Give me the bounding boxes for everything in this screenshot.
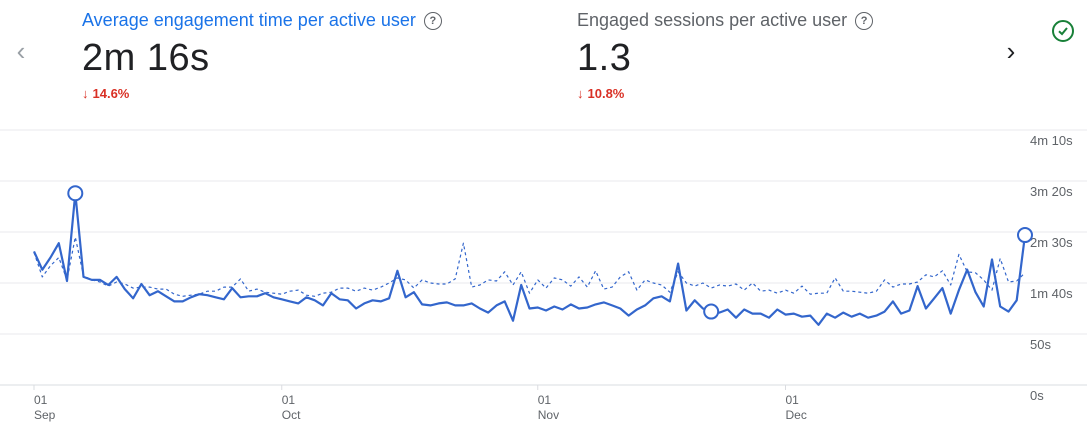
metric-title: Average engagement time per active user … bbox=[82, 10, 442, 31]
metric-change: ↓ 10.8% bbox=[577, 86, 873, 101]
anomaly-marker bbox=[703, 303, 720, 320]
x-tick-day: 01 bbox=[34, 393, 48, 407]
anomaly-marker bbox=[1017, 227, 1033, 244]
metric-change-value: 14.6% bbox=[92, 86, 130, 101]
metric-title-text: Average engagement time per active user bbox=[82, 10, 416, 30]
x-tick-month: Sep bbox=[34, 408, 56, 422]
arrow-down-icon: ↓ bbox=[577, 86, 584, 101]
y-tick-label: 50s bbox=[1030, 337, 1051, 352]
y-tick-label: 1m 40s bbox=[1030, 286, 1073, 301]
chevron-right-icon[interactable]: › bbox=[1006, 36, 1016, 66]
comparison-series-line bbox=[33, 236, 1026, 297]
x-tick-day: 01 bbox=[282, 393, 296, 407]
chevron-left-icon[interactable]: ‹ bbox=[16, 36, 26, 66]
x-tick-month: Oct bbox=[282, 408, 301, 422]
metric-title: Engaged sessions per active user ? bbox=[577, 10, 874, 31]
x-tick-month: Dec bbox=[786, 408, 807, 422]
metric-change-value: 10.8% bbox=[587, 86, 625, 101]
x-tick-month: Nov bbox=[538, 408, 559, 422]
metric-value: 1.3 bbox=[577, 37, 632, 79]
metric-avg-engagement-time[interactable]: Average engagement time per active user … bbox=[82, 10, 442, 101]
metric-value: 2m 16s bbox=[82, 37, 210, 79]
help-icon[interactable]: ? bbox=[423, 11, 442, 30]
y-tick-label: 2m 30s bbox=[1030, 235, 1073, 250]
metric-change: ↓ 14.6% bbox=[82, 86, 442, 101]
anomaly-marker bbox=[67, 185, 84, 202]
x-tick-day: 01 bbox=[786, 393, 800, 407]
x-tick-day: 01 bbox=[538, 393, 552, 407]
help-icon[interactable]: ? bbox=[855, 11, 874, 30]
arrow-down-icon: ↓ bbox=[82, 86, 89, 101]
metric-title-text: Engaged sessions per active user bbox=[577, 10, 848, 30]
current-series-line bbox=[32, 192, 1027, 326]
y-tick-label: 0s bbox=[1030, 388, 1044, 403]
y-tick-label: 4m 10s bbox=[1030, 133, 1073, 148]
check-circle-icon bbox=[1052, 20, 1074, 42]
y-tick-label: 3m 20s bbox=[1030, 184, 1073, 199]
metric-engaged-sessions[interactable]: Engaged sessions per active user ? 1.3 ↓… bbox=[577, 10, 874, 101]
